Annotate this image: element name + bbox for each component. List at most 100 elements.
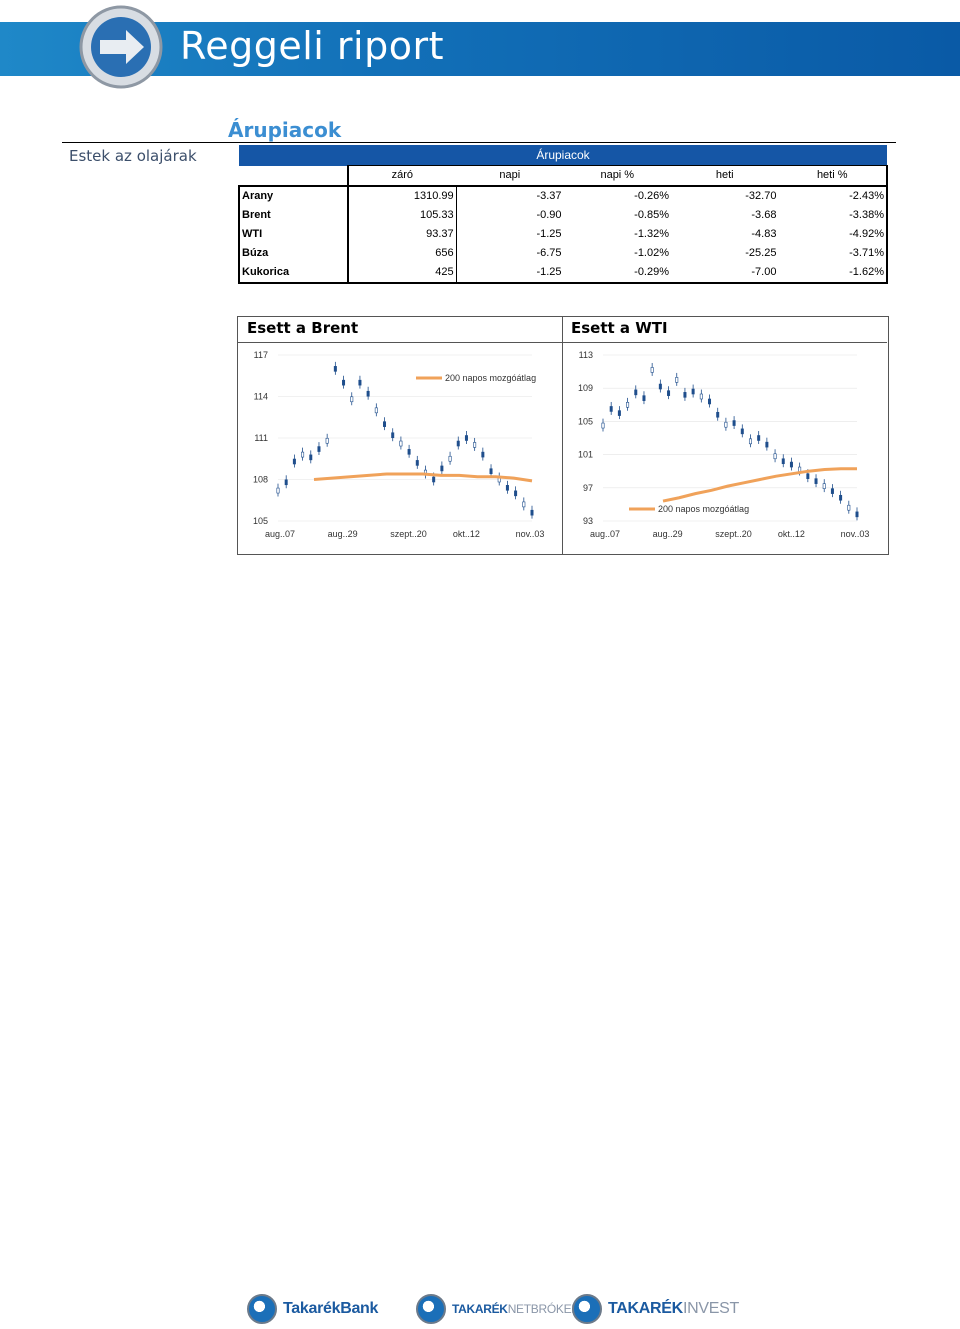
candle-body xyxy=(366,390,370,397)
candle-body xyxy=(806,473,810,479)
x-tick-label: szept..20 xyxy=(715,529,752,539)
candle-body xyxy=(814,478,818,484)
table-cell: 105.33 xyxy=(347,206,457,225)
section-divider xyxy=(62,142,896,143)
report-title: Reggeli riport xyxy=(180,24,444,68)
candle-body xyxy=(407,449,411,455)
logo-text-light: INVEST xyxy=(682,1300,739,1317)
row-label: Kukorica xyxy=(238,263,349,284)
candle-body xyxy=(667,390,671,396)
candle-body xyxy=(773,453,777,460)
candle-body xyxy=(716,411,720,418)
table-cell: -1.25 xyxy=(536,228,562,240)
header-blank xyxy=(239,166,348,187)
candle-body xyxy=(765,441,769,448)
candle-body xyxy=(683,392,687,398)
table-cell: -1.25 xyxy=(456,263,564,284)
candle-body xyxy=(292,458,296,465)
column-header: záró xyxy=(346,165,457,187)
table-cell: -3.68 xyxy=(751,209,777,221)
candle-body xyxy=(634,389,638,396)
market-table: Árupiacok záró napi napi % heti heti % A… xyxy=(238,145,888,284)
candle-body xyxy=(675,377,679,383)
candle-body xyxy=(855,511,859,518)
table-cell: -3.71% xyxy=(778,244,888,263)
table-cell: 425 xyxy=(347,263,457,284)
candle-body xyxy=(333,366,337,372)
y-tick-label: 117 xyxy=(254,350,268,360)
candle-body xyxy=(456,440,460,447)
candle-body xyxy=(415,460,419,466)
candle-body xyxy=(489,468,493,474)
table-cell: -0.29% xyxy=(563,263,672,284)
row-label: Brent xyxy=(238,206,349,225)
y-tick-label: 113 xyxy=(579,350,593,360)
y-tick-label: 97 xyxy=(583,483,593,493)
x-tick-label: okt..12 xyxy=(453,529,480,539)
candle-body xyxy=(650,367,654,373)
candle-body xyxy=(358,379,362,386)
candle-body xyxy=(374,407,378,414)
row-label: WTI xyxy=(238,225,349,244)
table-row: Búza 656 -6.75 -1.02% -25.25 -3.71% xyxy=(238,244,888,263)
candle-body xyxy=(505,485,509,491)
candle-body xyxy=(626,402,630,408)
charts-panel xyxy=(237,316,889,555)
candle-body xyxy=(514,490,518,497)
candle-body xyxy=(522,501,526,508)
x-tick-label: nov..03 xyxy=(841,529,870,539)
logo-mark-icon xyxy=(416,1294,446,1324)
candle-body xyxy=(658,383,662,390)
table-row: WTI 93.37 -1.25 -1.32% -4.83 -4.92% xyxy=(238,225,888,244)
table-cell: -1.32% xyxy=(634,228,670,240)
x-tick-label: aug..29 xyxy=(328,529,358,539)
brent-chart: 105 108 111 114 117 aug..07 aug..29 szept..20 ok… xyxy=(253,350,545,539)
candle-body xyxy=(748,438,752,445)
charts-column-divider xyxy=(562,316,563,554)
table-cell: -7.00 xyxy=(671,263,779,284)
y-tick-label: 114 xyxy=(254,392,268,402)
table-cell: -3.37 xyxy=(456,185,564,206)
table-row: Kukorica 425 -1.25 -0.29% -7.00 -1.62% xyxy=(238,263,888,284)
candle-body xyxy=(464,435,468,441)
chart-title-wti: Esett a WTI xyxy=(571,319,668,337)
chart-title-brent: Esett a Brent xyxy=(247,319,359,337)
logo-text-light: NETBRÓKER xyxy=(507,1302,580,1316)
candle-body xyxy=(781,458,785,465)
y-tick-label: 108 xyxy=(253,475,268,485)
x-tick-label: okt..12 xyxy=(778,529,805,539)
candle-body xyxy=(699,393,703,400)
section-title: Árupiacok xyxy=(228,118,342,142)
candle-body xyxy=(822,483,826,489)
row-label: Arany xyxy=(238,185,349,206)
candle-body xyxy=(691,388,695,395)
x-tick-label: nov..03 xyxy=(516,529,545,539)
footer-logo-netbroker: TAKARÉKNETBRÓKER xyxy=(416,1292,580,1326)
logo-text: TAKARÉK xyxy=(608,1300,683,1317)
candle-body xyxy=(789,461,793,468)
candle-body xyxy=(391,432,395,439)
y-tick-label: 111 xyxy=(254,433,268,443)
table-row: Arany 1310.99 -3.37 -0.26% -32.70 -2.43% xyxy=(238,185,888,206)
candle-body xyxy=(284,479,288,486)
candle-body xyxy=(724,421,728,428)
column-header: napi % xyxy=(563,165,672,187)
candle-body xyxy=(617,410,621,416)
candle-body xyxy=(757,435,761,441)
y-tick-label: 105 xyxy=(253,516,268,526)
row-label: Búza xyxy=(238,244,349,263)
table-cell: 93.37 xyxy=(347,225,457,244)
side-label: Estek az olajárak xyxy=(69,147,197,165)
table-cell: -4.83 xyxy=(751,228,777,240)
x-tick-label: szept..20 xyxy=(390,529,427,539)
table-cell: -0.85% xyxy=(634,209,670,221)
brand-logo-icon xyxy=(79,5,163,89)
candle-body xyxy=(642,395,646,401)
y-tick-label: 101 xyxy=(578,450,593,460)
legend-label: 200 napos mozgóátlag xyxy=(445,373,536,383)
candle-body xyxy=(473,442,477,448)
logo-mark-icon xyxy=(572,1294,602,1324)
moving-average-line xyxy=(313,472,533,483)
candle-body xyxy=(325,437,329,444)
table-cell: -32.70 xyxy=(671,185,779,206)
